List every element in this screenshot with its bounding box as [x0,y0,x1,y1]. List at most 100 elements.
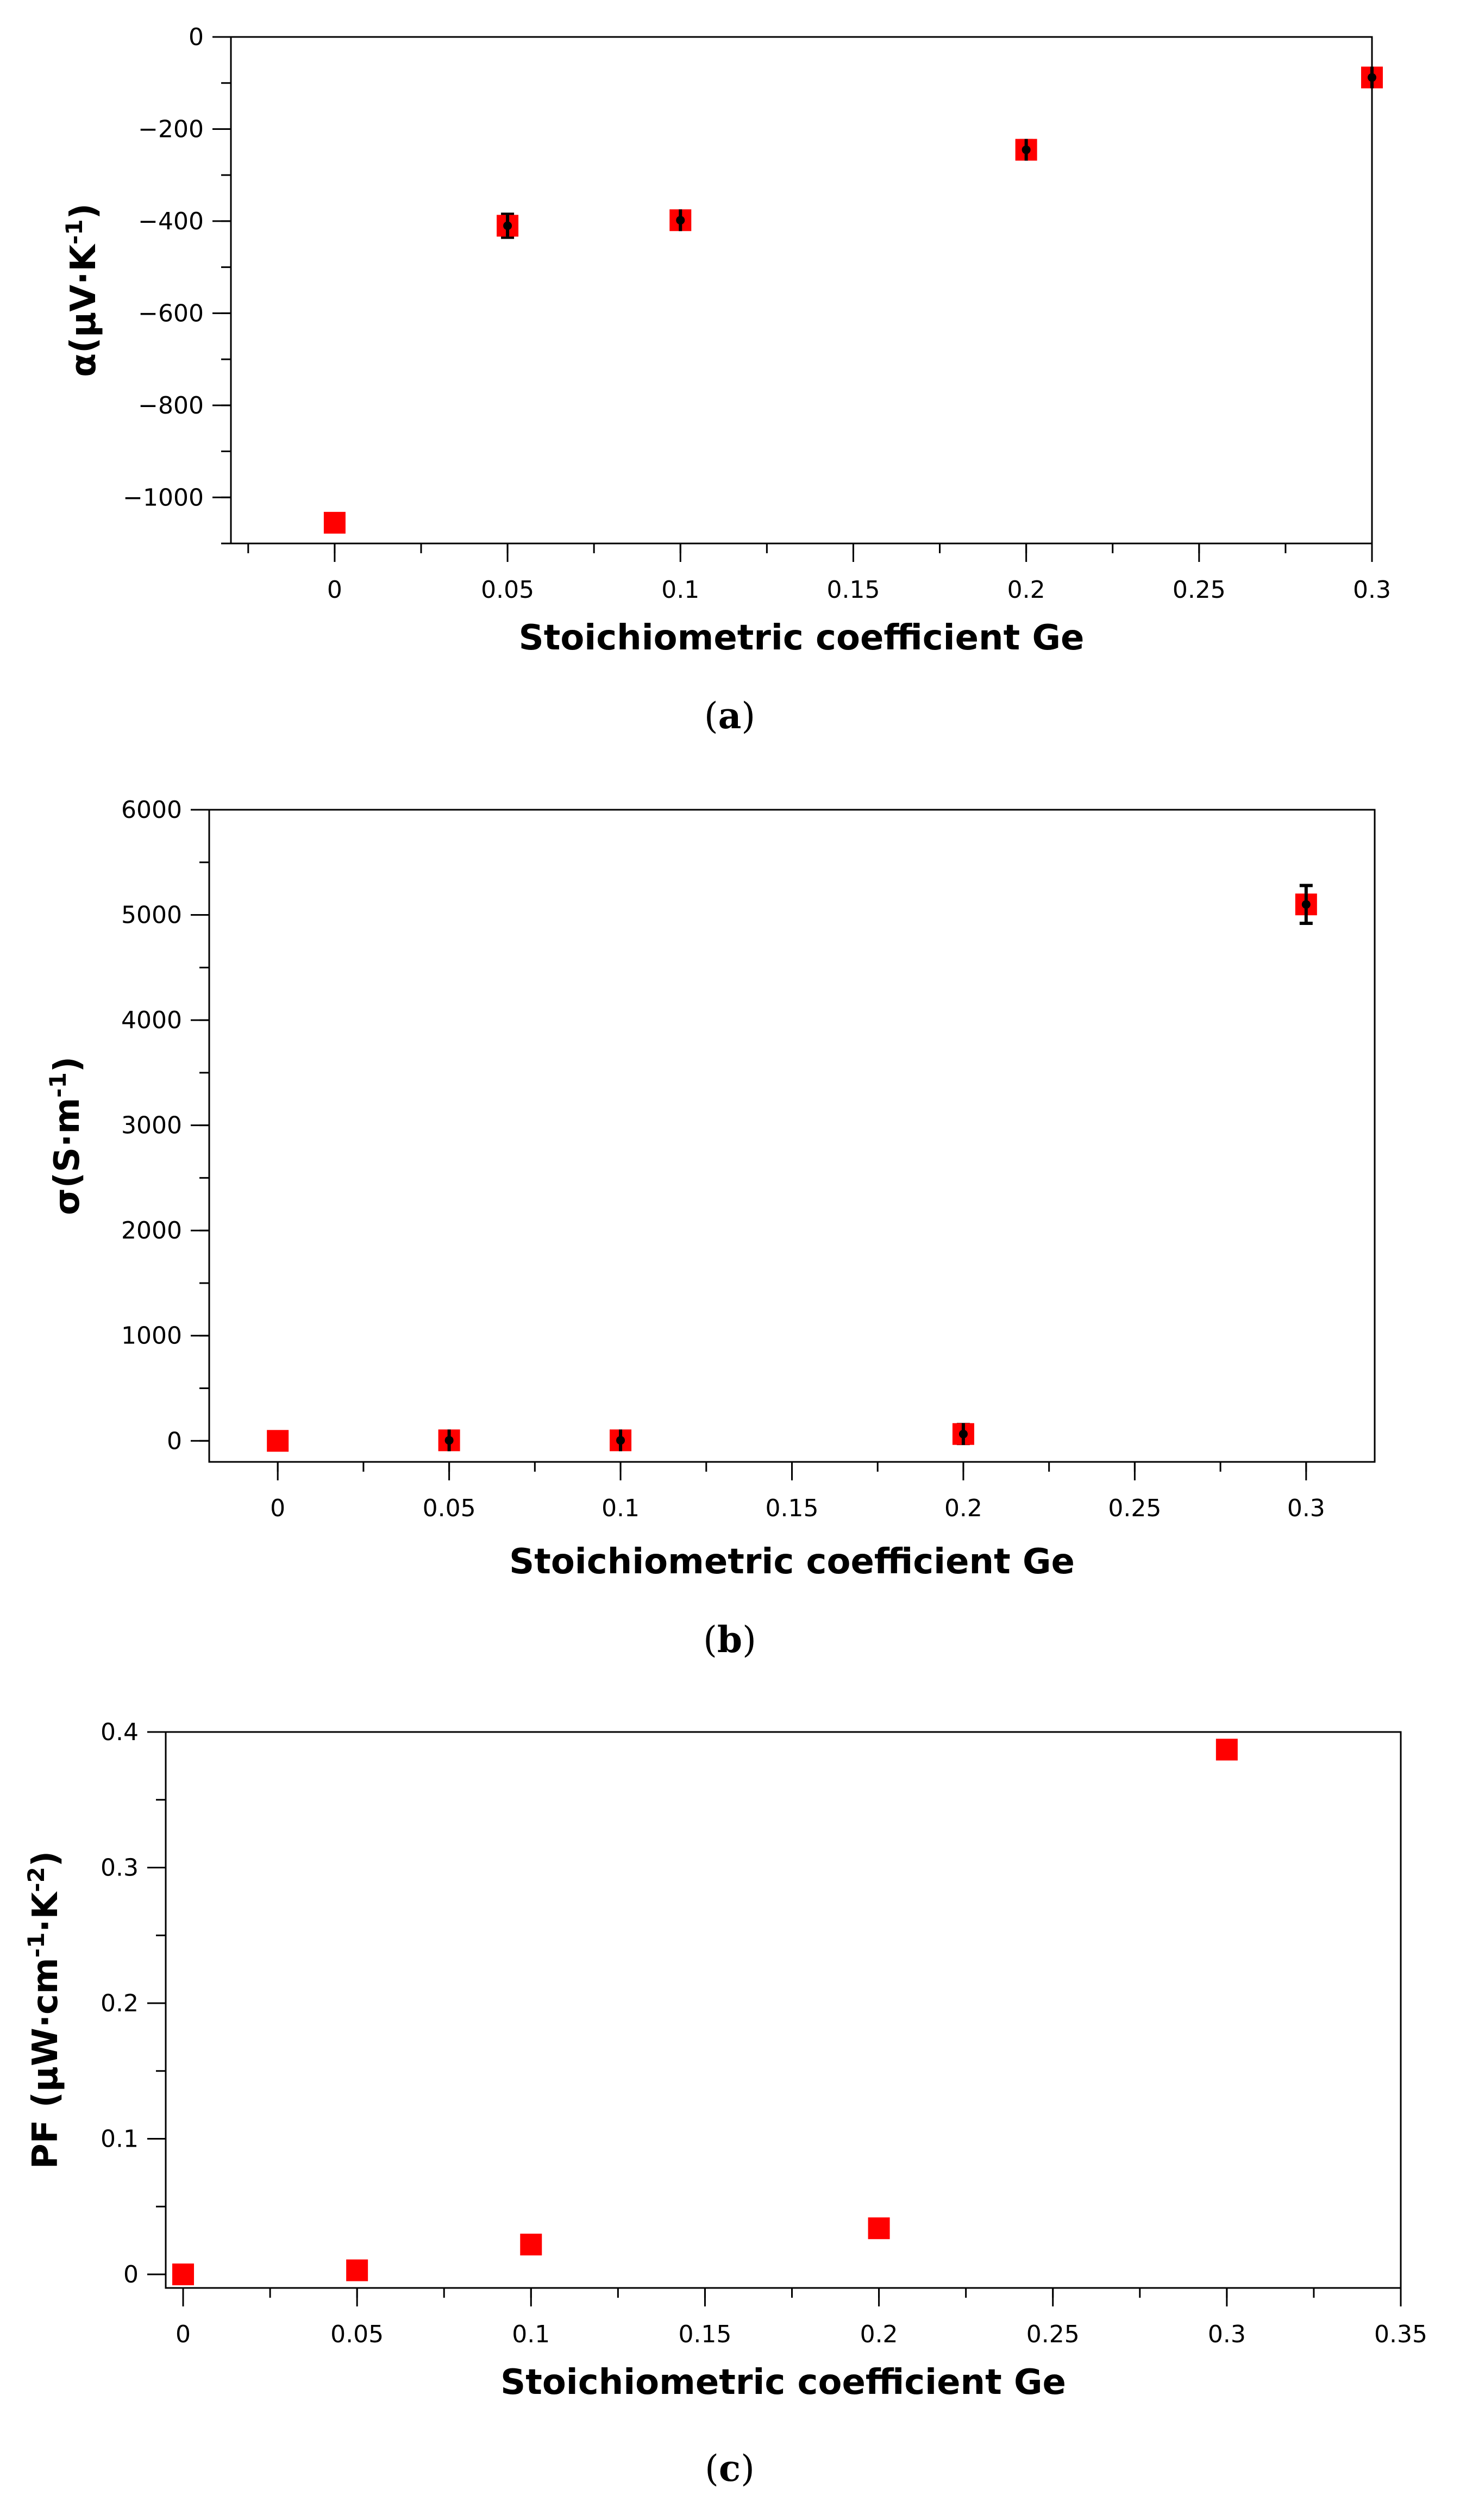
y-tick-label: 0.4 [101,1718,139,1746]
data-point [1215,1739,1238,1761]
data-point [346,2259,368,2281]
x-tick-label: 0.25 [1026,2321,1080,2348]
plot-frame [165,1731,1402,2289]
x-tick-label: 0.1 [601,1495,640,1522]
y-tick-label: 6000 [121,796,182,824]
y-tick-label: 1000 [121,1322,182,1350]
y-axis-title: PF (μW·cm-1·K-2) [23,1851,66,2169]
y-axis-title-part: ·K [26,1891,66,1932]
data-marker [323,511,346,534]
y-axis-title: α(μV·K-1) [61,203,104,377]
marker-center-dot [1368,73,1376,82]
x-tick-label: 0.05 [481,576,534,604]
caption-paren-open: ( [705,2448,719,2490]
x-tick-label: 0.3 [1287,1495,1325,1522]
y-axis-title-part: ) [47,1056,87,1072]
x-tick-label: 0.15 [766,1495,819,1522]
x-tick-label: 0.1 [512,2321,550,2348]
data-point [1361,66,1383,89]
x-tick-label: 0.05 [330,2321,384,2348]
y-tick-label: 0 [123,2261,139,2288]
caption-paren-close: ) [742,1619,756,1661]
y-tick-label: −600 [138,299,204,327]
x-tick-label: 0.2 [944,1495,982,1522]
caption-letter: c [719,2447,741,2490]
y-tick-label: 3000 [121,1112,182,1140]
x-tick-label: 0.1 [661,576,699,604]
y-axis-title-superscript: -1 [45,1072,71,1098]
y-axis-title-superscript: -1 [61,219,87,245]
marker-center-dot [676,216,685,225]
data-marker [267,1430,289,1452]
panel-caption: (a) [704,695,755,737]
data-point [669,209,692,232]
data-point [172,2263,195,2286]
x-tick-label: 0 [176,2321,191,2348]
y-axis-title-part: σ(S·m [47,1098,87,1215]
y-tick-label: 0 [189,23,204,51]
x-tick-label: 0 [270,1495,285,1522]
data-point [1295,884,1317,926]
chart-panel-a: 0 0.05 0.1 0.15 0.2 0.25 0.3 −1000 −800 −600 −400 −… [61,23,1391,737]
caption-paren-open: ( [703,1619,717,1661]
x-tick-label: 0.15 [678,2321,731,2348]
plot-frame [208,809,1376,1463]
marker-center-dot [1301,900,1311,909]
data-point [323,511,346,534]
x-tick-label: 0.05 [423,1495,476,1522]
data-marker [1215,1739,1238,1761]
y-tick-label: −200 [138,115,204,143]
y-tick-label: −400 [138,208,204,235]
data-point [267,1430,289,1452]
x-tick-label: 0.3 [1353,576,1391,604]
caption-paren-close: ) [741,695,755,737]
caption-paren-open: ( [704,695,718,737]
data-marker [172,2263,195,2286]
data-point [610,1429,632,1452]
y-axis-title-part: PF (μW·cm [26,1958,66,2169]
chart-panel-c: 0 0.05 0.1 0.15 0.2 0.25 0.3 0.35 0 0.1 0.2 0.3 0.4 S… [23,1718,1427,2490]
marker-center-dot [616,1436,625,1445]
data-point [438,1429,460,1452]
y-tick-label: 4000 [121,1006,182,1034]
x-tick-label: 0.15 [826,576,880,604]
y-axis-title-part: α(μV·K [64,243,104,377]
panel-caption: (c) [705,2447,755,2490]
data-point [1015,139,1037,161]
panel-caption: (b) [703,1618,756,1661]
y-tick-label: 0.3 [101,1854,139,1882]
y-axis-title-part: ) [64,203,104,219]
y-tick-label: 0.2 [101,1990,139,2017]
x-tick-label: 0.25 [1108,1495,1161,1522]
x-tick-label: 0.2 [1007,576,1045,604]
x-axis-title: Stoichiometric coefficient Ge [509,1542,1075,1582]
y-tick-label: 0.1 [101,2125,139,2153]
y-tick-label: −800 [138,392,204,420]
caption-letter: a [718,695,742,737]
x-tick-label: 0.2 [860,2321,898,2348]
x-axis-title: Stoichiometric coefficient Ge [500,2362,1066,2403]
data-marker [520,2234,542,2256]
y-tick-label: 5000 [121,902,182,929]
y-tick-label: 2000 [121,1217,182,1245]
marker-center-dot [444,1436,454,1445]
y-axis-title-part: ) [26,1851,66,1867]
data-point [520,2234,542,2256]
data-marker [346,2259,368,2281]
x-tick-label: 0.35 [1374,2321,1427,2348]
y-axis-title-superscript: -2 [23,1867,49,1892]
x-axis-title: Stoichiometric coefficient Ge [519,618,1085,658]
y-axis-title: σ(S·m-1) [45,1056,88,1215]
y-tick-label: 0 [167,1427,182,1455]
marker-center-dot [503,221,512,230]
data-point [868,2217,890,2240]
data-marker [868,2217,890,2240]
y-tick-label: −1000 [123,484,204,511]
x-tick-label: 0.25 [1173,576,1226,604]
data-point [497,212,519,239]
chart-panel-b: 0 0.05 0.1 0.15 0.2 0.25 0.3 0 1000 2000 3000 4000 5… [45,796,1376,1661]
caption-letter: b [717,1618,742,1661]
data-point [952,1423,974,1446]
marker-center-dot [1022,145,1031,154]
plot-frame [230,36,1373,545]
